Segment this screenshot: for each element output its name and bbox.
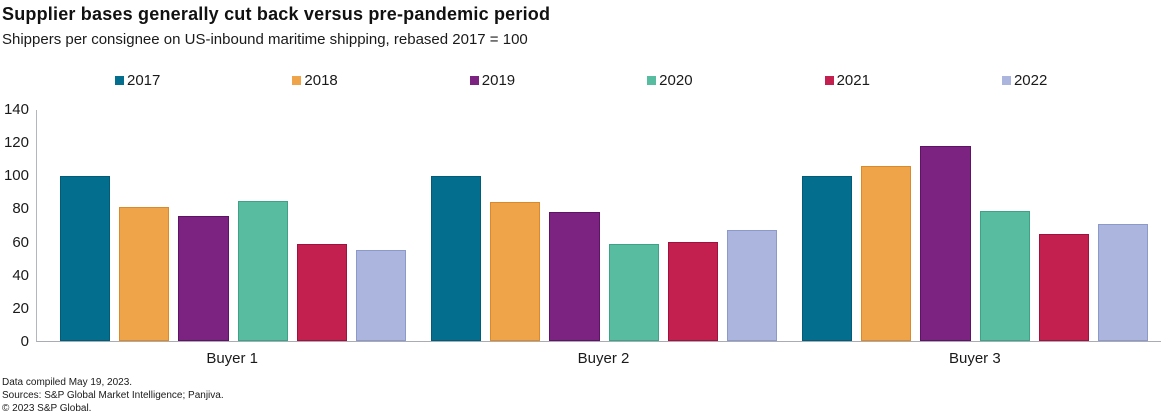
legend-swatch-2017 — [115, 75, 124, 85]
y-tick-80: 80 — [12, 200, 29, 218]
legend-label-2020: 2020 — [659, 71, 693, 89]
y-tick-140: 140 — [3, 101, 29, 118]
bar-2019-buyer-3 — [920, 146, 971, 341]
legend-swatch-2022 — [1001, 75, 1011, 85]
bar-2020-buyer-1 — [237, 200, 288, 341]
bar-2017-buyer-2 — [431, 176, 482, 341]
bar-2018-buyer-2 — [490, 202, 541, 341]
bar-group-buyer-2 — [431, 110, 778, 341]
chart-title: Supplier bases generally cut back versus… — [2, 4, 551, 24]
legend: 2017 2018 2019 2020 2021 2022 — [115, 71, 1050, 89]
legend-swatch-2018 — [292, 75, 302, 85]
bar-group-buyer-1 — [60, 110, 407, 341]
bar-2021-buyer-3 — [1038, 233, 1089, 341]
bar-2022-buyer-3 — [1097, 223, 1149, 341]
x-label-buyer-2: Buyer 2 — [577, 350, 630, 367]
bar-2022-buyer-1 — [355, 250, 407, 341]
legend-item-2019: 2019 — [469, 71, 518, 89]
bar-2017-buyer-1 — [60, 176, 111, 341]
legend-swatch-2019 — [469, 75, 479, 85]
legend-label-2017: 2017 — [127, 71, 161, 89]
footer-notes: Data compiled May 19, 2023. Sources: S&P… — [2, 376, 224, 415]
x-label-buyer-1: Buyer 1 — [206, 350, 259, 367]
plot-area — [36, 110, 1161, 342]
bar-2017-buyer-3 — [802, 176, 853, 341]
y-tick-60: 60 — [12, 233, 29, 251]
y-axis: 0 20 40 60 80 100 120 140 — [0, 102, 33, 350]
bar-2020-buyer-2 — [608, 243, 659, 341]
footer-compiled-date: Data compiled May 19, 2023. — [2, 377, 133, 388]
bar-2018-buyer-3 — [861, 166, 912, 341]
bar-2021-buyer-2 — [667, 242, 718, 341]
x-label-buyer-3: Buyer 3 — [948, 350, 1001, 367]
footer-copyright: © 2023 S&P Global. — [2, 403, 92, 414]
legend-swatch-2020 — [647, 75, 657, 85]
footer-sources: Sources: S&P Global Market Intelligence;… — [2, 390, 224, 401]
legend-item-2017: 2017 — [115, 72, 163, 89]
legend-item-2021: 2021 — [824, 71, 873, 89]
bar-2022-buyer-2 — [726, 230, 778, 341]
chart-subtitle: Shippers per consignee on US-inbound mar… — [2, 31, 528, 48]
x-axis-labels: Buyer 1 Buyer 2 Buyer 3 — [36, 350, 1161, 367]
bar-2020-buyer-3 — [979, 210, 1030, 341]
legend-label-2019: 2019 — [481, 71, 516, 89]
bar-2018-buyer-1 — [119, 207, 170, 341]
y-tick-40: 40 — [12, 266, 29, 284]
bar-2019-buyer-1 — [178, 215, 229, 341]
bar-2019-buyer-2 — [549, 212, 600, 341]
legend-label-2022: 2022 — [1013, 71, 1048, 89]
y-tick-120: 120 — [3, 134, 29, 152]
legend-item-2022: 2022 — [1001, 71, 1050, 89]
bar-group-buyer-3 — [802, 110, 1149, 341]
legend-item-2020: 2020 — [647, 72, 695, 89]
legend-label-2018: 2018 — [304, 71, 338, 89]
y-tick-100: 100 — [3, 167, 29, 185]
legend-item-2018: 2018 — [292, 72, 340, 89]
bar-2021-buyer-1 — [296, 243, 347, 341]
legend-swatch-2021 — [824, 75, 834, 85]
y-tick-20: 20 — [12, 299, 29, 317]
bar-chart: 0 20 40 60 80 100 120 140 — [0, 102, 1161, 350]
y-tick-0: 0 — [20, 333, 29, 350]
legend-label-2021: 2021 — [836, 71, 870, 89]
